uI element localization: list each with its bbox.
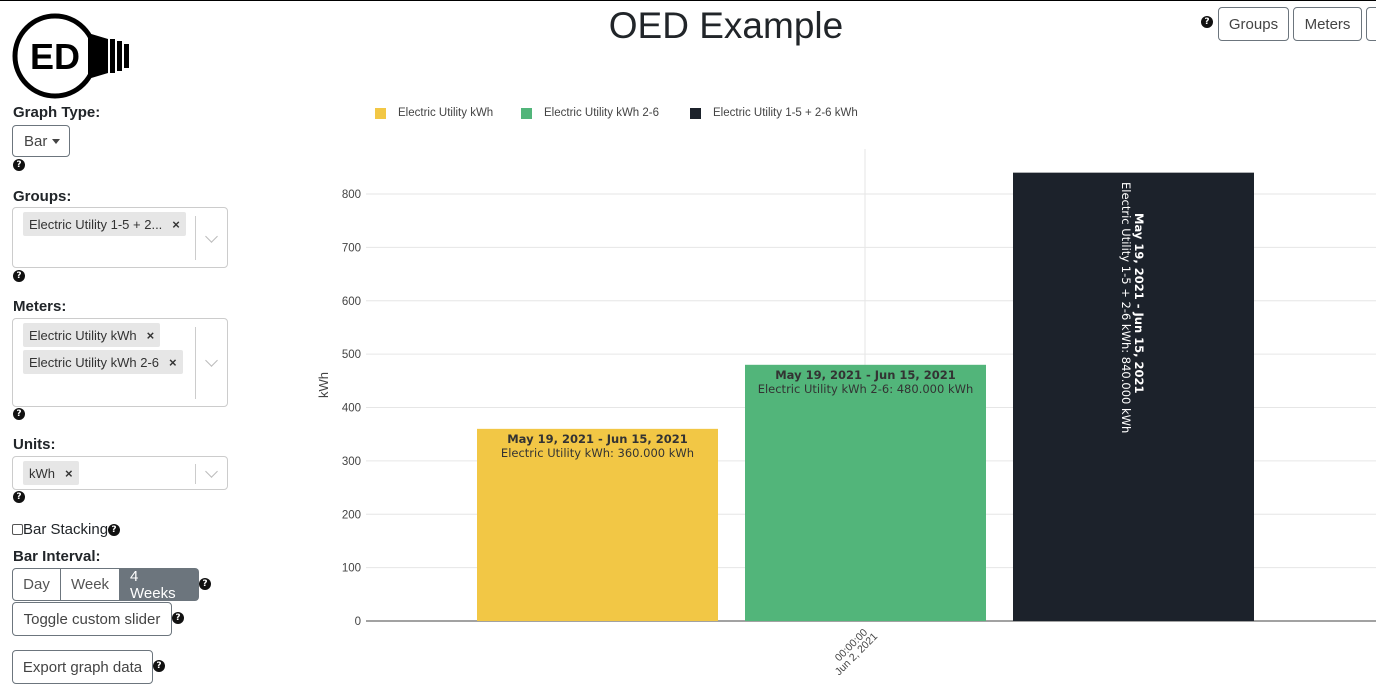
logo-text: ED xyxy=(30,36,80,77)
units-help-icon[interactable]: ? xyxy=(13,491,25,503)
groups-select[interactable]: Electric Utility 1-5 + 2... × xyxy=(12,207,228,268)
bar-date-label: May 19, 2021 - Jun 15, 2021 xyxy=(775,368,956,382)
remove-chip-icon[interactable]: × xyxy=(65,465,73,481)
units-select[interactable]: kWh × xyxy=(12,456,228,490)
bar-stacking-row: Bar Stacking ? xyxy=(12,521,121,538)
export-graph-data-button[interactable]: Export graph data xyxy=(12,650,153,684)
interval-day-button[interactable]: Day xyxy=(12,568,61,601)
meters-chip-label: Electric Utility kWh 2-6 xyxy=(29,354,160,370)
legend-swatch xyxy=(521,107,532,119)
bar-value-label: Electric Utility 1-5 + 2-6 kWh: 840.000 … xyxy=(1119,182,1133,433)
meters-select[interactable]: Electric Utility kWh × Electric Utility … xyxy=(12,318,228,407)
legend-swatch xyxy=(690,107,701,119)
units-chip-label: kWh xyxy=(29,465,55,481)
remove-chip-icon[interactable]: × xyxy=(172,216,180,232)
groups-chip-label: Electric Utility 1-5 + 2... xyxy=(29,216,163,232)
legend-item[interactable]: Electric Utility 1-5 + 2-6 kWh xyxy=(690,107,858,119)
export-help-icon[interactable]: ? xyxy=(153,660,165,672)
meters-help-icon[interactable]: ? xyxy=(13,408,25,420)
groups-label: Groups: xyxy=(13,188,72,205)
legend-label: Electric Utility 1-5 + 2-6 kWh xyxy=(713,107,858,119)
units-chip: kWh × xyxy=(23,461,79,485)
legend-label: Electric Utility kWh 2-6 xyxy=(544,107,660,119)
y-tick-label: 500 xyxy=(342,349,361,361)
y-tick-label: 800 xyxy=(342,189,361,201)
meters-chip: Electric Utility kWh 2-6 × xyxy=(23,350,183,374)
meters-chip: Electric Utility kWh × xyxy=(23,323,161,347)
slider-help-icon[interactable]: ? xyxy=(172,612,184,624)
y-tick-label: 600 xyxy=(342,296,361,308)
bar-interval-label: Bar Interval: xyxy=(13,548,101,565)
graph-type-value: Bar xyxy=(24,132,48,150)
help-icon[interactable]: ? xyxy=(1201,16,1213,28)
groups-nav-button[interactable]: Groups xyxy=(1218,7,1289,41)
bar-stacking-checkbox[interactable] xyxy=(12,524,23,535)
bar-stacking-label: Bar Stacking xyxy=(23,521,109,538)
y-tick-label: 400 xyxy=(342,403,361,415)
bar-interval-help-icon[interactable]: ? xyxy=(199,578,211,590)
select-separator xyxy=(195,216,196,260)
more-nav-button[interactable] xyxy=(1366,7,1376,41)
graph-type-dropdown[interactable]: Bar xyxy=(12,125,70,157)
bar-value-label: Electric Utility kWh: 360.000 kWh xyxy=(501,446,694,460)
interval-4weeks-button[interactable]: 4 Weeks xyxy=(120,568,199,602)
remove-chip-icon[interactable]: × xyxy=(146,327,155,343)
y-tick-label: 0 xyxy=(355,616,361,628)
meters-nav-button[interactable]: Meters xyxy=(1293,7,1362,41)
page-title: OED Example xyxy=(608,5,844,46)
oed-logo: ED xyxy=(12,13,129,99)
bar xyxy=(1013,172,1254,621)
y-tick-label: 300 xyxy=(342,456,361,468)
legend-swatch xyxy=(375,107,386,119)
remove-chip-icon[interactable]: × xyxy=(169,354,177,370)
bar-interval-group: Day Week 4 Weeks xyxy=(12,568,199,602)
y-tick-label: 100 xyxy=(342,563,361,575)
toggle-custom-slider-button[interactable]: Toggle custom slider xyxy=(12,602,172,636)
bar xyxy=(745,364,986,621)
bar-date-label: May 19, 2021 - Jun 15, 2021 xyxy=(507,432,688,446)
bar-stacking-help-icon[interactable]: ? xyxy=(108,523,121,536)
select-separator xyxy=(195,464,196,484)
select-separator xyxy=(195,327,196,399)
meters-chip-label: Electric Utility kWh xyxy=(29,327,137,343)
graph-type-help-icon[interactable]: ? xyxy=(13,159,25,171)
y-tick-label: 200 xyxy=(342,509,361,521)
y-axis-label: kWh xyxy=(316,372,331,398)
bar-value-label: Electric Utility kWh 2-6: 480.000 kWh xyxy=(758,382,974,396)
bar-date-label: May 19, 2021 - Jun 15, 2021 xyxy=(1132,213,1146,394)
y-tick-label: 700 xyxy=(342,242,361,254)
groups-help-icon[interactable]: ? xyxy=(13,270,25,282)
interval-week-button[interactable]: Week xyxy=(61,568,120,601)
legend-label: Electric Utility kWh xyxy=(398,107,494,119)
meters-label: Meters: xyxy=(13,298,67,315)
legend-item[interactable]: Electric Utility kWh xyxy=(375,107,493,119)
caret-down-icon xyxy=(52,138,61,144)
graph-type-label: Graph Type: xyxy=(13,104,101,121)
bar xyxy=(477,428,718,621)
legend-item[interactable]: Electric Utility kWh 2-6 xyxy=(521,107,659,119)
groups-chip: Electric Utility 1-5 + 2... × xyxy=(23,212,186,236)
units-label: Units: xyxy=(13,436,56,453)
